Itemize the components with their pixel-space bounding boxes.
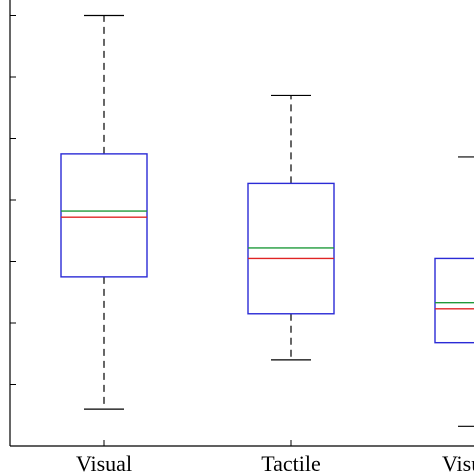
x-tick-label: Tactile (261, 451, 321, 474)
category-labels: Visual Tactile Visuo-T (76, 451, 474, 474)
x-tick-label: Visual (76, 451, 132, 474)
box-group-tactile (247, 94, 335, 361)
x-tick-label: Visuo-T (442, 451, 474, 474)
iqr-box (60, 153, 148, 278)
axes (9, 0, 474, 447)
box-group-visuo-t (434, 156, 474, 427)
box-group-visual (60, 14, 148, 410)
plot-area (60, 14, 474, 427)
iqr-box (434, 257, 474, 344)
